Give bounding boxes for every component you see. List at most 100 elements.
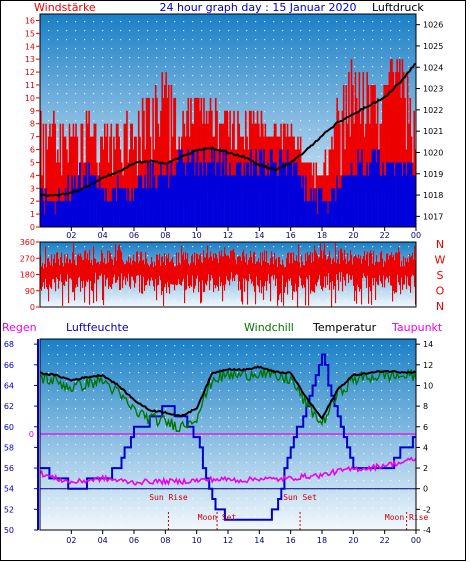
direction-bar xyxy=(308,255,310,306)
direction-bar xyxy=(118,245,120,277)
direction-bar xyxy=(155,265,157,279)
direction-bar xyxy=(403,256,405,285)
direction-bar xyxy=(331,264,333,307)
wind-tick-label: 2 xyxy=(30,197,35,206)
gust-bar xyxy=(286,149,289,227)
wind-speed-bar xyxy=(383,85,385,189)
direction-bar xyxy=(67,253,69,275)
direction-bar xyxy=(399,252,401,286)
gust-bar xyxy=(255,149,258,227)
wind-speed-bar xyxy=(186,110,188,202)
gust-bar xyxy=(315,188,318,227)
gust-bar xyxy=(183,162,186,227)
gust-bar xyxy=(271,149,273,227)
direction-bar xyxy=(192,254,194,276)
gust-bar xyxy=(42,201,45,227)
wind-speed-bar xyxy=(338,123,341,215)
gust-bar xyxy=(208,162,211,227)
direction-bar xyxy=(290,252,292,279)
gust-bar xyxy=(220,175,222,227)
gust-bar xyxy=(67,175,70,227)
gust-bar xyxy=(387,162,389,227)
wind-speed-bar xyxy=(258,123,260,189)
gust-bar xyxy=(111,188,114,227)
hour-tick-label: 20 xyxy=(348,536,358,545)
wind-speed-bar xyxy=(131,123,133,202)
gust-bar xyxy=(162,175,165,227)
wind-speed-bar xyxy=(226,110,229,189)
direction-bar xyxy=(273,264,275,280)
wind-speed-bar xyxy=(94,123,97,202)
direction-bar xyxy=(80,253,82,292)
direction-bar xyxy=(102,253,104,301)
direction-bar xyxy=(175,266,177,285)
gust-bar xyxy=(102,188,105,227)
gust-bar xyxy=(71,175,73,227)
direction-bar xyxy=(398,247,400,283)
gust-bar xyxy=(54,214,56,227)
wind-speed-bar xyxy=(323,162,325,215)
gust-bar xyxy=(378,149,380,227)
gust-bar xyxy=(184,175,187,227)
gust-bar xyxy=(409,162,412,227)
gust-bar xyxy=(62,201,64,227)
direction-bar xyxy=(49,261,51,285)
humidity-tick-label: 66 xyxy=(4,361,14,370)
direction-tick-label: 270 xyxy=(20,254,35,263)
wind-speed-bar xyxy=(303,162,306,202)
direction-bar xyxy=(381,251,383,284)
gust-bar xyxy=(284,162,286,227)
gust-bar xyxy=(113,188,115,227)
gust-bar xyxy=(295,162,298,227)
gust-bar xyxy=(107,201,110,227)
gust-bar xyxy=(115,201,118,227)
gust-bar xyxy=(329,201,332,227)
wind-speed-bar xyxy=(72,123,75,215)
direction-bar xyxy=(177,265,179,285)
wind-speed-bar xyxy=(92,136,94,202)
direction-bar xyxy=(41,266,43,291)
gust-bar xyxy=(367,175,370,227)
wind-speed-bar xyxy=(174,97,177,202)
gust-bar xyxy=(207,162,209,227)
gust-bar xyxy=(370,162,372,227)
wind-speed-bar xyxy=(88,110,90,202)
wind-speed-bar xyxy=(401,59,404,176)
direction-bar xyxy=(374,265,376,278)
wind-tick-label: 3 xyxy=(30,184,35,193)
gust-bar xyxy=(53,201,55,227)
wind-speed-bar xyxy=(204,123,207,189)
direction-bar xyxy=(354,255,356,302)
gust-bar xyxy=(122,188,124,227)
wind-speed-bar xyxy=(145,97,148,189)
gust-bar xyxy=(404,162,406,227)
gust-bar xyxy=(134,188,136,227)
direction-bar xyxy=(191,255,193,287)
direction-bar xyxy=(246,253,248,281)
direction-bar xyxy=(364,250,366,277)
wind-speed-bar xyxy=(45,123,47,215)
gust-bar xyxy=(318,188,320,227)
hour-tick-label: 08 xyxy=(160,536,170,545)
direction-bar xyxy=(281,265,283,303)
gust-bar xyxy=(285,175,288,227)
direction-bar xyxy=(199,255,201,282)
gust-bar xyxy=(331,188,333,227)
direction-bar xyxy=(328,256,330,273)
direction-bar xyxy=(342,252,344,292)
wind-speed-bar xyxy=(239,136,242,189)
direction-bar xyxy=(163,261,165,306)
wind-speed-bar xyxy=(167,85,170,202)
gust-bar xyxy=(200,162,203,227)
wind-speed-bar xyxy=(139,136,141,202)
direction-bar xyxy=(136,251,138,276)
gust-bar xyxy=(160,162,162,227)
wind-tick-label: 0 xyxy=(30,223,35,232)
gust-bar xyxy=(239,162,242,227)
wind-speed-bar xyxy=(196,97,199,189)
direction-bar xyxy=(169,262,171,294)
gust-bar xyxy=(281,162,284,227)
gust-bar xyxy=(128,201,131,227)
gust-bar xyxy=(399,162,401,227)
